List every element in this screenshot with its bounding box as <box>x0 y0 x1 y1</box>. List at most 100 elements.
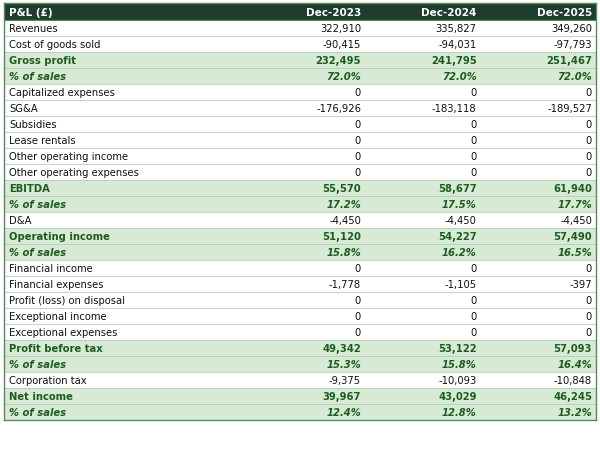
Text: Cost of goods sold: Cost of goods sold <box>9 40 101 50</box>
Bar <box>4 404 596 420</box>
Text: 51,120: 51,120 <box>322 231 361 241</box>
Text: 0: 0 <box>586 152 592 161</box>
Text: 0: 0 <box>355 120 361 130</box>
Text: 0: 0 <box>470 263 476 273</box>
Text: % of sales: % of sales <box>9 199 66 210</box>
Text: Gross profit: Gross profit <box>9 56 76 66</box>
Bar <box>4 260 596 276</box>
Text: 251,467: 251,467 <box>546 56 592 66</box>
Text: P&L (£): P&L (£) <box>9 8 53 18</box>
Text: 0: 0 <box>355 311 361 321</box>
Text: 0: 0 <box>470 120 476 130</box>
Text: 53,122: 53,122 <box>438 343 476 353</box>
Text: 349,260: 349,260 <box>551 24 592 34</box>
Text: 0: 0 <box>586 327 592 337</box>
Text: Operating income: Operating income <box>9 231 110 241</box>
Text: 0: 0 <box>470 136 476 146</box>
Text: -4,450: -4,450 <box>329 216 361 226</box>
Text: 13.2%: 13.2% <box>557 407 592 417</box>
Text: % of sales: % of sales <box>9 72 66 82</box>
Text: -90,415: -90,415 <box>323 40 361 50</box>
Text: -189,527: -189,527 <box>547 104 592 114</box>
Text: 39,967: 39,967 <box>323 391 361 401</box>
Bar <box>4 117 596 133</box>
Text: 0: 0 <box>586 136 592 146</box>
Bar <box>4 276 596 292</box>
Bar <box>4 21 596 37</box>
Bar <box>4 53 596 69</box>
Text: 58,677: 58,677 <box>438 184 476 193</box>
Bar <box>4 85 596 101</box>
Text: -4,450: -4,450 <box>560 216 592 226</box>
Bar <box>4 165 596 180</box>
Text: 0: 0 <box>355 152 361 161</box>
Text: 16.2%: 16.2% <box>442 248 476 258</box>
Text: 0: 0 <box>586 168 592 178</box>
Bar <box>4 37 596 53</box>
Text: 12.4%: 12.4% <box>326 407 361 417</box>
Text: Financial income: Financial income <box>9 263 93 273</box>
Text: 232,495: 232,495 <box>316 56 361 66</box>
Text: 0: 0 <box>470 88 476 98</box>
Text: -9,375: -9,375 <box>329 375 361 385</box>
Bar <box>4 133 596 149</box>
Text: % of sales: % of sales <box>9 248 66 258</box>
Text: Financial expenses: Financial expenses <box>9 279 104 290</box>
Text: Exceptional income: Exceptional income <box>9 311 107 321</box>
Bar <box>4 340 596 356</box>
Text: Net income: Net income <box>9 391 73 401</box>
Text: % of sales: % of sales <box>9 407 66 417</box>
Bar <box>4 229 596 244</box>
Text: 0: 0 <box>355 295 361 305</box>
Text: Subsidies: Subsidies <box>9 120 56 130</box>
Text: Profit (loss) on disposal: Profit (loss) on disposal <box>9 295 125 305</box>
Text: 0: 0 <box>355 168 361 178</box>
Text: -10,848: -10,848 <box>554 375 592 385</box>
Text: 17.5%: 17.5% <box>442 199 476 210</box>
Text: -10,093: -10,093 <box>439 375 476 385</box>
Text: 72.0%: 72.0% <box>326 72 361 82</box>
Text: 57,093: 57,093 <box>554 343 592 353</box>
Text: 43,029: 43,029 <box>438 391 476 401</box>
Text: 16.5%: 16.5% <box>557 248 592 258</box>
Text: % of sales: % of sales <box>9 359 66 369</box>
Text: 49,342: 49,342 <box>322 343 361 353</box>
Text: Dec-2025: Dec-2025 <box>537 8 592 18</box>
Text: 15.3%: 15.3% <box>326 359 361 369</box>
Text: -94,031: -94,031 <box>439 40 476 50</box>
Text: EBITDA: EBITDA <box>9 184 50 193</box>
Text: 17.2%: 17.2% <box>326 199 361 210</box>
Text: Dec-2024: Dec-2024 <box>421 8 476 18</box>
Text: 54,227: 54,227 <box>438 231 476 241</box>
Text: 241,795: 241,795 <box>431 56 476 66</box>
Text: 335,827: 335,827 <box>436 24 476 34</box>
Text: 12.8%: 12.8% <box>442 407 476 417</box>
Text: 72.0%: 72.0% <box>557 72 592 82</box>
Text: Dec-2023: Dec-2023 <box>306 8 361 18</box>
Bar <box>4 4 596 21</box>
Text: D&A: D&A <box>9 216 32 226</box>
Text: SG&A: SG&A <box>9 104 38 114</box>
Text: 0: 0 <box>470 311 476 321</box>
Bar <box>4 197 596 212</box>
Text: 0: 0 <box>355 263 361 273</box>
Text: -397: -397 <box>569 279 592 290</box>
Text: -4,450: -4,450 <box>445 216 476 226</box>
Text: -176,926: -176,926 <box>316 104 361 114</box>
Text: 0: 0 <box>355 327 361 337</box>
Text: 17.7%: 17.7% <box>557 199 592 210</box>
Bar <box>4 388 596 404</box>
Bar <box>4 308 596 324</box>
Text: Other operating expenses: Other operating expenses <box>9 168 139 178</box>
Text: Corporation tax: Corporation tax <box>9 375 86 385</box>
Text: 322,910: 322,910 <box>320 24 361 34</box>
Text: Other operating income: Other operating income <box>9 152 128 161</box>
Text: 0: 0 <box>586 120 592 130</box>
Text: 0: 0 <box>586 311 592 321</box>
Bar <box>4 180 596 197</box>
Bar <box>4 244 596 260</box>
Text: 0: 0 <box>586 88 592 98</box>
Text: 16.4%: 16.4% <box>557 359 592 369</box>
Text: 61,940: 61,940 <box>553 184 592 193</box>
Text: -1,778: -1,778 <box>329 279 361 290</box>
